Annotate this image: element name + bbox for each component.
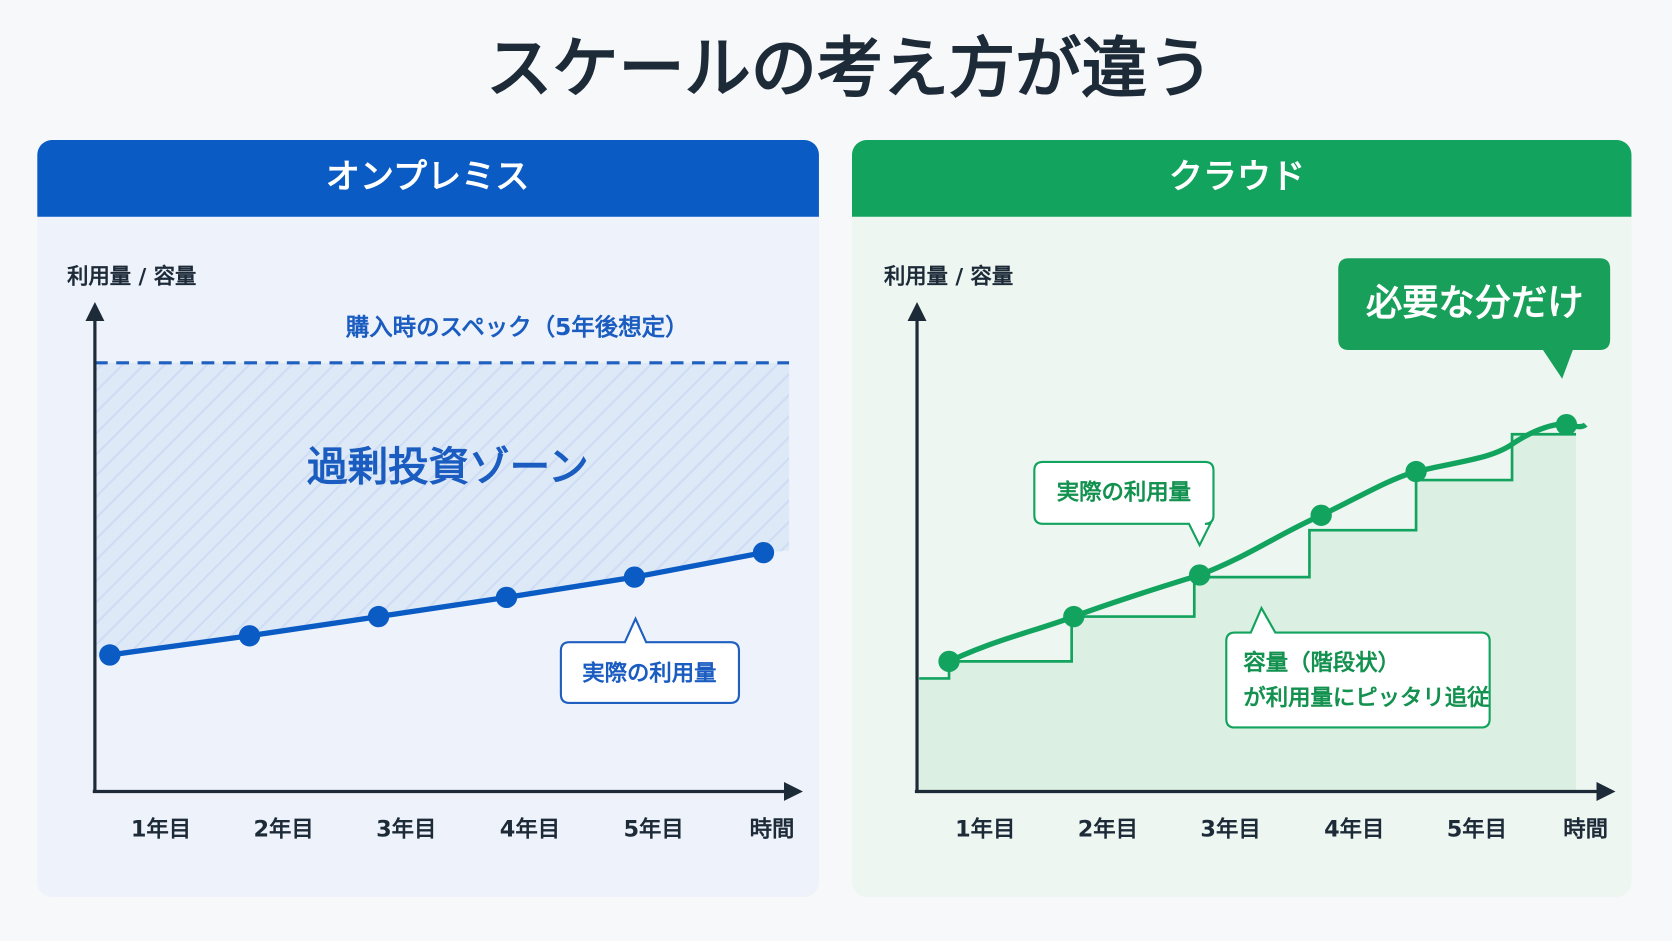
capacity-steps	[919, 432, 1577, 680]
spec-label: 購入時のスペック（5年後想定）	[346, 313, 689, 341]
left-panel: オンプレミス 利用量 / 容量 購入時のスペック（5年後想定） 過剰投資ゾーン …	[37, 139, 819, 898]
x-label: 4年目	[500, 815, 560, 842]
capacity-label: 容量（階段状）	[1243, 649, 1400, 676]
usage-line	[109, 549, 764, 658]
callout-text: 必要な分だけ	[1366, 281, 1584, 324]
x-label: 4年目	[1324, 815, 1384, 842]
overinvestment-zone	[94, 362, 790, 658]
x-label: 時間	[750, 816, 795, 842]
usage-callout	[559, 616, 741, 705]
usage-callout	[1033, 460, 1215, 548]
x-label: 1年目	[131, 815, 191, 842]
x-label: 2年目	[1078, 815, 1138, 842]
usage-label: 実際の利用量	[1057, 478, 1191, 505]
header-text: オンプレミス	[326, 157, 530, 197]
usage-points	[99, 541, 775, 666]
panel-header	[37, 139, 819, 217]
x-label: 5年目	[623, 815, 683, 842]
capacity-label: が利用量にピッタリ追従	[1243, 684, 1490, 711]
x-label: 3年目	[376, 815, 436, 842]
x-label: 5年目	[1447, 815, 1507, 842]
x-label: 1年目	[955, 815, 1015, 842]
x-label: 3年目	[1200, 815, 1260, 842]
x-label: 2年目	[253, 815, 313, 842]
x-label: 時間	[1563, 816, 1608, 842]
usage-points	[938, 413, 1578, 673]
title: スケールの考え方が違う	[486, 30, 1213, 107]
callout-box	[1338, 258, 1611, 379]
usage-label: 実際の利用量	[582, 660, 716, 687]
right-panel: クラウド 利用量 / 容量 必要な分だけ 実際の利用量 容量（階段状） が利用量…	[851, 139, 1632, 898]
capacity-callout	[1225, 605, 1491, 729]
header-text: クラウド	[1169, 157, 1305, 197]
y-axis-label: 利用量 / 容量	[67, 263, 196, 289]
zone-label: 過剰投資ゾーン	[307, 442, 589, 490]
panel-header	[851, 139, 1632, 217]
y-axis-label: 利用量 / 容量	[884, 263, 1013, 289]
